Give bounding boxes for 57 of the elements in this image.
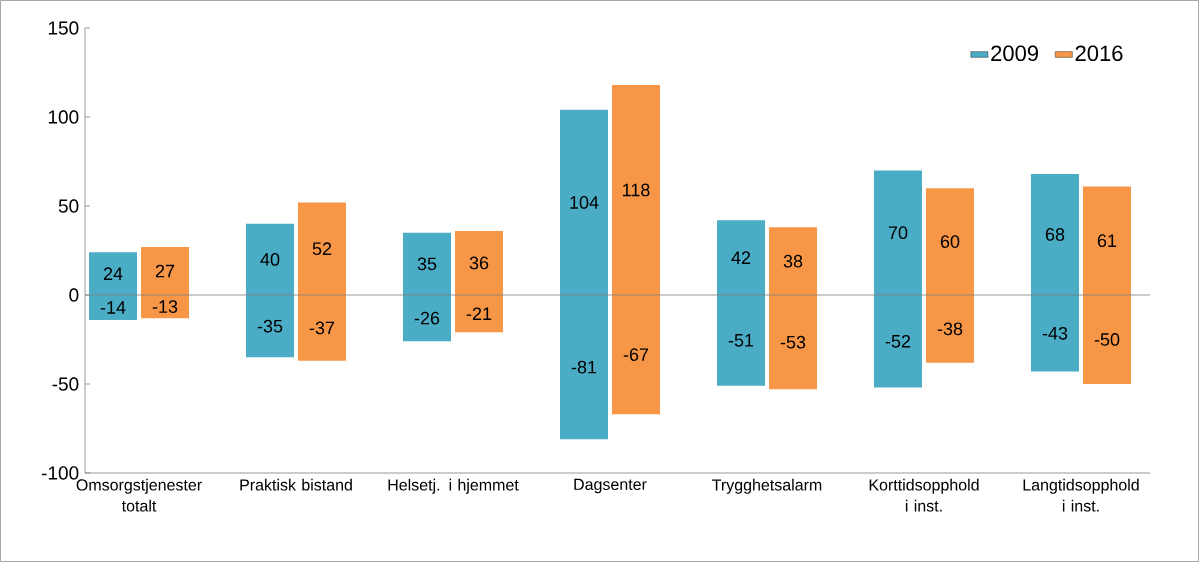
annotation: 68 [1045,228,1065,241]
bar [925,188,974,363]
annotation: 36 [469,256,489,270]
bar [141,246,190,319]
y-tick-label: -50 [52,377,79,391]
y-tick-label: -100 [41,466,79,480]
y-tick-label: 100 [48,110,79,124]
annotation: -53 [780,335,806,349]
x-tick-label: Praktisk bistand [240,478,352,491]
x-tick-label: Omsorgstjenester totalt [76,478,202,512]
annotation: -21 [466,307,492,320]
annotation: 61 [1097,234,1117,248]
annotation: 40 [260,253,280,266]
annotation: -67 [623,348,649,361]
annotation: 42 [731,251,751,264]
annotation: -52 [885,334,911,348]
bar [455,230,503,333]
annotation: -50 [1094,333,1120,346]
bar [768,227,817,390]
bar [560,109,608,440]
y-tick-label: 50 [58,199,79,213]
annotation: 38 [783,254,803,268]
annotation: 118 [623,183,650,197]
annotation: 24 [103,267,123,280]
bar [403,232,452,342]
bar [89,252,138,320]
bar [298,202,347,361]
annotation: -13 [152,300,178,313]
bar [1030,173,1079,372]
x-tick-label: Korttidsopphold i inst. [869,478,979,512]
bar [246,223,295,358]
x-tick-label: Langtidsopphold i inst. [1023,478,1139,512]
annotation: -37 [309,321,335,335]
legend-label: 2009 [991,45,1039,62]
annotation: -26 [414,311,440,325]
bar [873,170,922,388]
y-tick-label: 150 [48,21,79,35]
annotation: 27 [155,264,175,278]
annotation: -51 [728,334,754,347]
x-tick-label: Dagsenter [574,478,647,494]
annotation: 70 [888,226,908,240]
annotation: -38 [937,322,963,336]
x-tick-label: Trygghetsalarm [712,478,822,494]
bar [717,220,765,386]
bar [612,84,660,415]
annotation: 60 [940,235,960,248]
x-tick-label: Helsetj. i hjemmet [388,478,519,494]
annotation: 52 [312,242,332,256]
annotation: -43 [1042,326,1068,340]
y-tick-label: 0 [69,288,79,302]
annotation: -81 [571,360,597,374]
annotation: -14 [100,301,126,314]
legend-label: 2016 [1075,45,1123,62]
bar [1082,186,1131,384]
annotation: 35 [417,257,437,271]
annotation: 104 [570,196,599,209]
annotation: -35 [257,319,283,333]
